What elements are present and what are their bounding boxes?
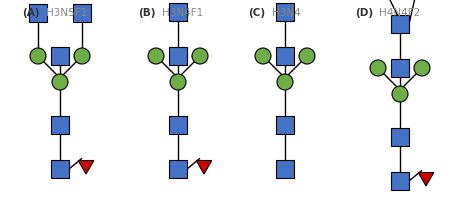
Circle shape [392,86,408,102]
Bar [169,116,187,134]
Text: H4N4F2: H4N4F2 [379,8,420,18]
Bar [276,47,294,65]
Text: (C): (C) [248,8,265,18]
Bar [169,160,187,178]
Circle shape [52,74,68,90]
Circle shape [299,48,315,64]
Circle shape [414,60,430,76]
Bar [391,128,409,146]
Circle shape [30,48,46,64]
Bar [276,116,294,134]
Bar [391,172,409,190]
Bar [169,47,187,65]
Bar [51,47,69,65]
Bar [169,3,187,21]
Circle shape [370,60,386,76]
Text: (D): (D) [355,8,373,18]
Circle shape [74,48,90,64]
Text: H3N4: H3N4 [272,8,301,18]
Bar [276,160,294,178]
Bar [391,59,409,77]
Text: (B): (B) [138,8,155,18]
Circle shape [170,74,186,90]
Bar [51,160,69,178]
Bar [51,116,69,134]
Bar [276,3,294,21]
Circle shape [192,48,208,64]
Circle shape [148,48,164,64]
Text: H3N5F1: H3N5F1 [46,8,87,18]
Bar [73,4,91,22]
Circle shape [277,74,293,90]
Bar [29,4,47,22]
Circle shape [255,48,271,64]
Text: H3N4F1: H3N4F1 [162,8,203,18]
Bar [391,15,409,33]
Text: (A): (A) [22,8,39,18]
